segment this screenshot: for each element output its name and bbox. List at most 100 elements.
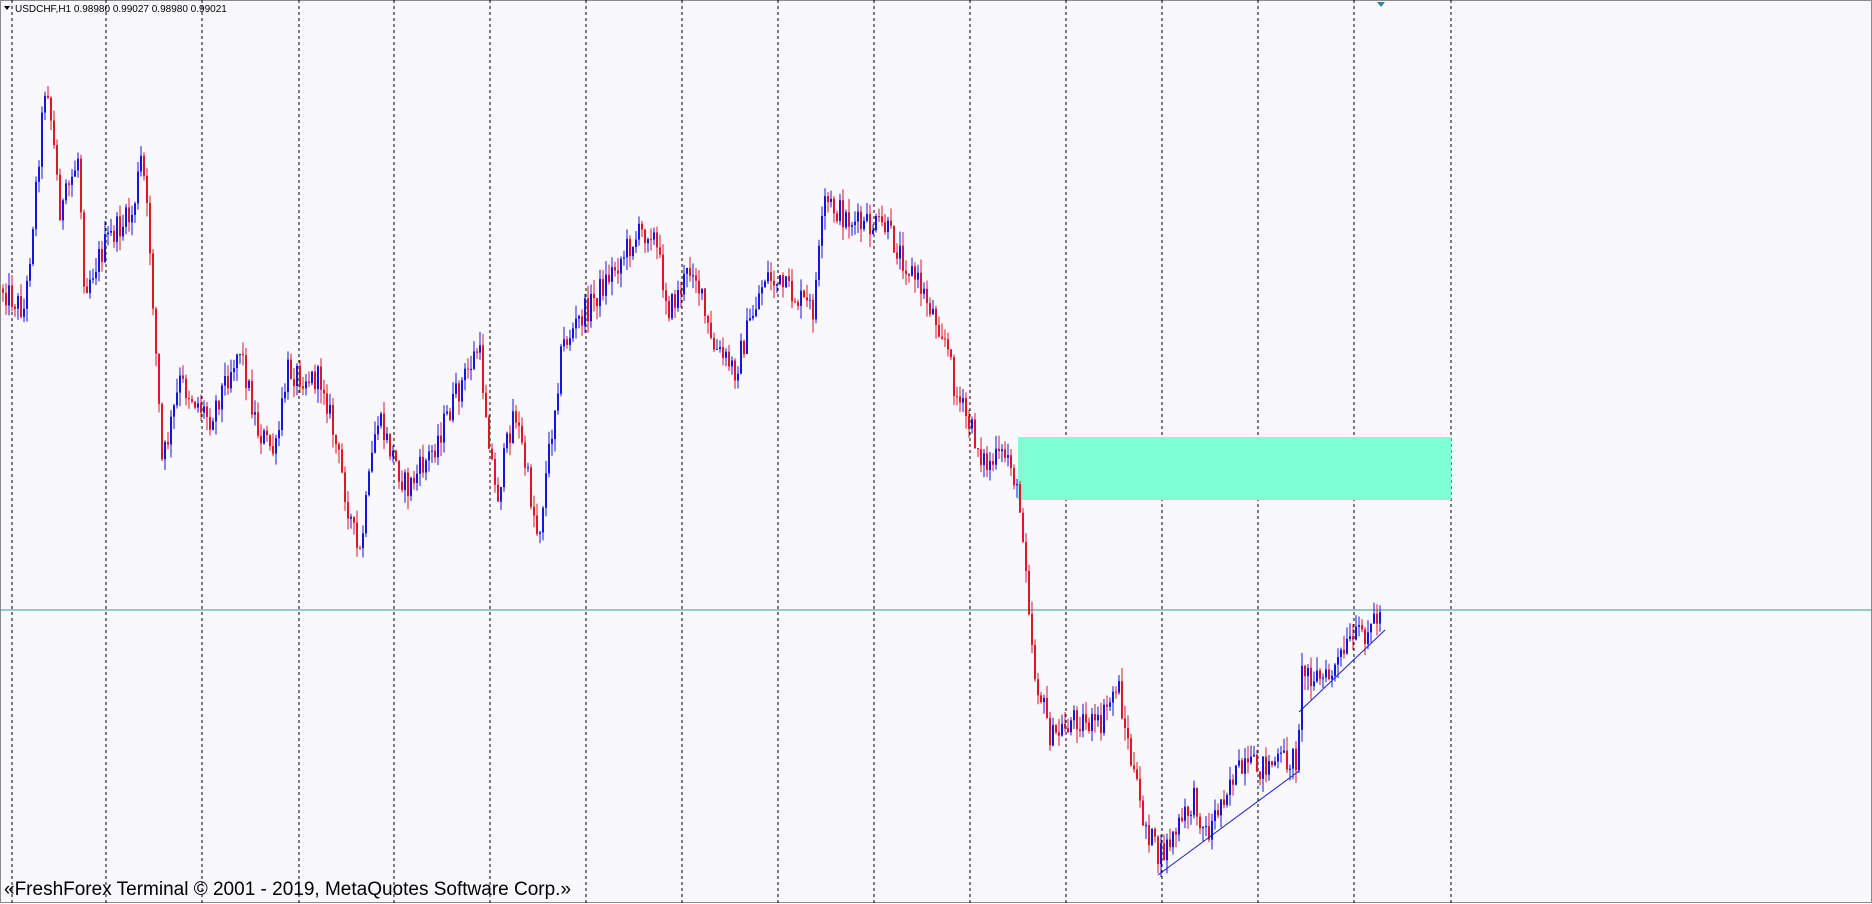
candle-body	[140, 155, 142, 172]
candle-body	[497, 484, 499, 502]
candle-body	[326, 393, 328, 414]
candle-body	[302, 386, 304, 389]
candle-body	[464, 368, 466, 381]
candle-body	[626, 238, 628, 258]
candle-body	[179, 375, 181, 393]
candle-body	[812, 299, 814, 320]
candle-body	[446, 411, 448, 414]
candle-body	[437, 435, 439, 458]
candle-body	[728, 351, 730, 367]
candle-body	[1082, 714, 1084, 732]
candle-body	[317, 366, 319, 390]
candle-body	[725, 351, 727, 358]
candle-body	[293, 379, 295, 387]
candle-body	[407, 472, 409, 496]
candle-body	[821, 216, 823, 246]
candle-body	[872, 230, 874, 235]
candle-body	[1181, 817, 1183, 821]
candle-body	[758, 293, 760, 310]
candle-body	[899, 245, 901, 259]
candle-body	[1088, 722, 1090, 732]
candle-body	[887, 220, 889, 233]
candle-body	[1013, 468, 1015, 486]
candle-body	[1289, 768, 1291, 770]
candle-body	[227, 376, 229, 389]
candle-body	[1286, 750, 1288, 770]
candle-body	[257, 412, 259, 436]
candle-body	[542, 507, 544, 533]
candle-body	[413, 477, 415, 484]
candle-body	[443, 413, 445, 443]
candle-body	[710, 322, 712, 338]
candle-body	[584, 298, 586, 326]
candle-body	[29, 263, 31, 281]
candle-body	[1079, 729, 1081, 732]
candle-body	[860, 211, 862, 230]
candle-body	[713, 337, 715, 350]
candle-body	[956, 396, 958, 398]
candle-body	[1355, 626, 1357, 640]
candle-body	[1100, 714, 1102, 733]
candle-body	[1142, 800, 1144, 826]
candle-body	[1250, 756, 1252, 763]
candle-body	[1247, 758, 1249, 763]
candle-body	[1154, 828, 1156, 837]
candle-body	[137, 171, 139, 204]
candle-body	[1160, 843, 1162, 865]
candle-body	[428, 451, 430, 461]
candle-body	[827, 196, 829, 203]
candle-body	[995, 448, 997, 465]
candle-body	[1274, 761, 1276, 766]
candle-body	[962, 398, 964, 403]
candle-body	[1175, 831, 1177, 835]
candle-body	[587, 298, 589, 322]
candle-body	[842, 200, 844, 228]
candle-body	[551, 438, 553, 444]
candle-body	[440, 435, 442, 443]
candle-body	[1313, 681, 1315, 687]
candle-body	[746, 320, 748, 354]
candle-body	[248, 380, 250, 388]
candle-body	[1163, 843, 1165, 861]
candle-body	[1334, 664, 1336, 676]
candle-body	[1367, 632, 1369, 644]
candle-body	[1301, 665, 1303, 730]
candle-body	[1373, 613, 1375, 624]
candle-body	[89, 279, 91, 294]
candle-body	[11, 285, 13, 307]
candle-body	[1235, 765, 1237, 785]
candle-body	[1016, 484, 1018, 486]
menu-arrow[interactable]	[4, 6, 10, 10]
candle-body	[1322, 677, 1324, 679]
candle-body	[251, 380, 253, 415]
candle-body	[1226, 794, 1228, 805]
candle-body	[320, 366, 322, 390]
candle-body	[1034, 645, 1036, 680]
candle-body	[1295, 748, 1297, 771]
candle-body	[1304, 665, 1306, 677]
candle-body	[341, 449, 343, 473]
symbol-info: USDCHF,H1 0.98980 0.99027 0.98980 0.9902…	[15, 4, 227, 15]
candle-body	[1292, 748, 1294, 769]
candle-body	[74, 170, 76, 177]
candle-body	[1238, 760, 1240, 766]
candle-body	[314, 371, 316, 390]
candle-body	[1094, 714, 1096, 721]
candle-body	[623, 257, 625, 259]
candle-body	[1202, 827, 1204, 829]
candle-body	[167, 441, 169, 445]
candle-body	[707, 316, 709, 323]
candle-body	[752, 315, 754, 319]
candle-body	[611, 267, 613, 282]
candle-body	[881, 216, 883, 223]
candle-body	[902, 245, 904, 271]
candle-body	[1343, 649, 1345, 654]
candle-body	[1172, 831, 1174, 848]
candle-body	[1283, 750, 1285, 753]
candle-body	[1280, 752, 1282, 754]
candle-body	[767, 272, 769, 282]
candle-body	[92, 278, 94, 280]
candle-body	[1259, 771, 1261, 779]
candle-body	[476, 351, 478, 353]
candle-body	[569, 338, 571, 345]
